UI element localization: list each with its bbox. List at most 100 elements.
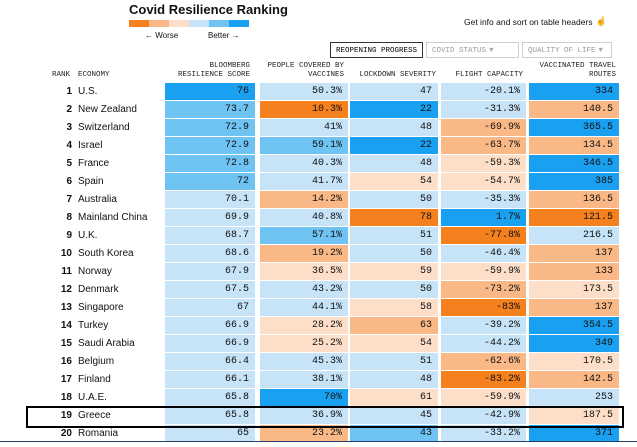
header-resilience-score[interactable]: BLOOMBERG RESILIENCE SCORE — [177, 62, 250, 79]
travel-cell: 173.5 — [529, 281, 619, 298]
flight-cell: -62.6% — [441, 353, 526, 370]
tab-reopening-progress[interactable]: REOPENING PROGRESS — [330, 42, 424, 58]
travel-cell: 136.5 — [529, 191, 619, 208]
rank-cell: 9 — [66, 230, 72, 241]
legend-worse-label: ← Worse — [145, 31, 179, 40]
economy-cell: U.A.E. — [78, 392, 107, 403]
travel-cell: 187.5 — [529, 407, 619, 424]
rank-cell: 16 — [60, 356, 72, 367]
flight-cell: -54.7% — [441, 173, 526, 190]
score-cell: 67.9 — [165, 263, 255, 280]
header-economy[interactable]: ECONOMY — [78, 71, 110, 79]
flight-cell: -35.3% — [441, 191, 526, 208]
header-vaccinated-travel-routes[interactable]: VACCINATED TRAVEL ROUTES — [539, 62, 616, 79]
economy-cell: Israel — [78, 140, 103, 151]
lockdown-cell: 48 — [350, 371, 438, 388]
flight-cell: -39.2% — [441, 317, 526, 334]
score-cell: 69.9 — [165, 209, 255, 226]
vaccines-cell: 40.8% — [260, 209, 348, 226]
table-row[interactable]: 6 Spain 72 41.7% 54 -54.7% 385 — [0, 173, 637, 191]
flight-cell: 1.7% — [441, 209, 526, 226]
lockdown-cell: 45 — [350, 407, 438, 424]
economy-cell: Finland — [78, 374, 111, 385]
flight-cell: -44.2% — [441, 335, 526, 352]
vaccines-cell: 43.2% — [260, 281, 348, 298]
header-flight-capacity[interactable]: FLIGHT CAPACITY — [455, 71, 523, 79]
rank-cell: 8 — [66, 212, 72, 223]
table-row[interactable]: 18 U.A.E. 65.8 70% 61 -59.9% 253 — [0, 389, 637, 407]
table-row[interactable]: 13 Singapore 67 44.1% 58 -83% 137 — [0, 299, 637, 317]
economy-cell: Singapore — [78, 302, 124, 313]
lockdown-cell: 59 — [350, 263, 438, 280]
table-row[interactable]: 3 Switzerland 72.9 41% 48 -69.9% 365.5 — [0, 119, 637, 137]
travel-cell: 137 — [529, 299, 619, 316]
table-row[interactable]: 20 Romania 65 23.2% 43 -33.2% 371 — [0, 425, 637, 443]
travel-cell: 346.5 — [529, 155, 619, 172]
travel-cell: 134.5 — [529, 137, 619, 154]
score-cell: 72.9 — [165, 119, 255, 136]
table-row[interactable]: 15 Saudi Arabia 66.9 25.2% 54 -44.2% 349 — [0, 335, 637, 353]
tab-label: REOPENING PROGRESS — [336, 47, 418, 55]
travel-cell: 385 — [529, 173, 619, 190]
header-people-covered-by-vaccines[interactable]: PEOPLE COVERED BY VACCINES — [267, 62, 344, 79]
score-cell: 72 — [165, 173, 255, 190]
table-row[interactable]: 9 U.K. 68.7 57.1% 51 -77.8% 216.5 — [0, 227, 637, 245]
ranking-table-body: 1 U.S. 76 50.3% 47 -20.1% 334 2 New Zealand 73.7 1… — [0, 83, 637, 443]
tab-quality-of-life[interactable]: QUALITY OF LIFE ▼ — [522, 42, 613, 58]
vaccines-cell: 44.1% — [260, 299, 348, 316]
flight-cell: -33.2% — [441, 425, 526, 442]
table-row[interactable]: 17 Finland 66.1 38.1% 48 -83.2% 142.5 — [0, 371, 637, 389]
lockdown-cell: 51 — [350, 227, 438, 244]
flight-cell: -77.8% — [441, 227, 526, 244]
lockdown-cell: 61 — [350, 389, 438, 406]
chevron-down-icon: ▼ — [598, 47, 604, 55]
table-row[interactable]: 11 Norway 67.9 36.5% 59 -59.9% 133 — [0, 263, 637, 281]
tab-covid-status[interactable]: COVID STATUS ▼ — [426, 42, 520, 58]
tab-bar: REOPENING PROGRESS COVID STATUS ▼ QUALITY… — [330, 42, 615, 58]
economy-cell: Saudi Arabia — [78, 338, 135, 349]
table-row[interactable]: 7 Australia 70.1 14.2% 50 -35.3% 136.5 — [0, 191, 637, 209]
vaccines-cell: 25.2% — [260, 335, 348, 352]
table-row[interactable]: 2 New Zealand 73.7 10.3% 22 -31.3% 140.5 — [0, 101, 637, 119]
table-row[interactable]: 14 Turkey 66.9 28.2% 63 -39.2% 354.5 — [0, 317, 637, 335]
flight-cell: -63.7% — [441, 137, 526, 154]
travel-cell: 253 — [529, 389, 619, 406]
travel-cell: 133 — [529, 263, 619, 280]
page-title: Covid Resilience Ranking — [129, 2, 288, 17]
travel-cell: 170.5 — [529, 353, 619, 370]
table-row[interactable]: 4 Israel 72.9 59.1% 22 -63.7% 134.5 — [0, 137, 637, 155]
lockdown-cell: 51 — [350, 353, 438, 370]
flight-cell: -31.3% — [441, 101, 526, 118]
economy-cell: Spain — [78, 176, 104, 187]
rank-cell: 15 — [60, 338, 72, 349]
vaccines-cell: 28.2% — [260, 317, 348, 334]
rank-cell: 12 — [60, 284, 72, 295]
flight-cell: -69.9% — [441, 119, 526, 136]
vaccines-cell: 50.3% — [260, 83, 348, 100]
table-row[interactable]: 1 U.S. 76 50.3% 47 -20.1% 334 — [0, 83, 637, 101]
rank-cell: 14 — [60, 320, 72, 331]
rank-cell: 20 — [60, 428, 72, 439]
travel-cell: 334 — [529, 83, 619, 100]
flight-cell: -83.2% — [441, 371, 526, 388]
travel-cell: 137 — [529, 245, 619, 262]
travel-cell: 121.5 — [529, 209, 619, 226]
header-lockdown-severity[interactable]: LOCKDOWN SEVERITY — [359, 71, 436, 79]
score-cell: 65.8 — [165, 389, 255, 406]
rank-cell: 2 — [66, 104, 72, 115]
lockdown-cell: 48 — [350, 119, 438, 136]
lockdown-cell: 78 — [350, 209, 438, 226]
table-row[interactable]: 8 Mainland China 69.9 40.8% 78 1.7% 121.5 — [0, 209, 637, 227]
table-row[interactable]: 12 Denmark 67.5 43.2% 50 -73.2% 173.5 — [0, 281, 637, 299]
table-row[interactable]: 16 Belgium 66.4 45.3% 51 -62.6% 170.5 — [0, 353, 637, 371]
rank-cell: 4 — [66, 140, 72, 151]
economy-cell: U.S. — [78, 86, 98, 97]
travel-cell: 371 — [529, 425, 619, 442]
table-row[interactable]: 10 South Korea 68.6 19.2% 50 -46.4% 137 — [0, 245, 637, 263]
vaccines-cell: 38.1% — [260, 371, 348, 388]
header-rank[interactable]: RANK — [52, 71, 71, 79]
bottom-divider — [0, 441, 637, 442]
table-row[interactable]: 5 France 72.8 40.3% 48 -59.3% 346.5 — [0, 155, 637, 173]
vaccines-cell: 40.3% — [260, 155, 348, 172]
table-row[interactable]: 19 Greece 65.8 36.9% 45 -42.9% 187.5 — [0, 407, 637, 425]
